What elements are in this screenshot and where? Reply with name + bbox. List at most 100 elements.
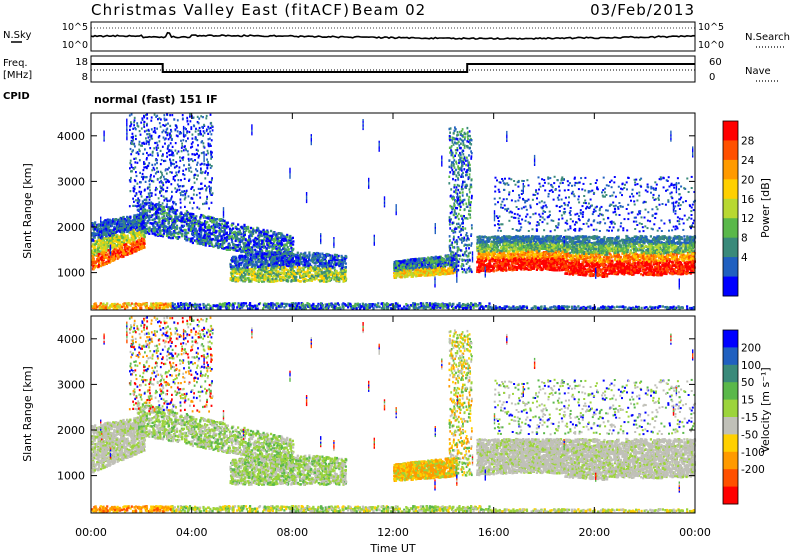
heatmap-cell	[123, 244, 125, 246]
heatmap-cell	[376, 306, 378, 308]
heatmap-cell	[264, 304, 266, 306]
heatmap-cell	[412, 302, 414, 304]
heatmap-cell	[277, 302, 279, 304]
heatmap-cell	[159, 307, 161, 309]
heatmap-cell	[609, 306, 611, 308]
heatmap-cell	[373, 307, 375, 309]
heatmap-cell	[122, 253, 124, 255]
heatmap-cell	[467, 303, 469, 305]
heatmap-cell	[397, 307, 399, 309]
heatmap-cell	[691, 307, 693, 309]
heatmap-cell	[420, 302, 422, 304]
heatmap-cell	[142, 245, 144, 247]
heatmap-cell	[92, 239, 94, 241]
heatmap-cell	[124, 226, 126, 228]
heatmap-cell	[667, 307, 669, 309]
heatmap-cell	[499, 306, 501, 308]
heatmap-cell	[281, 303, 283, 305]
heatmap-cell	[435, 306, 437, 308]
heatmap-cell	[93, 306, 95, 308]
heatmap-cell	[120, 248, 122, 250]
noise-right-tick-bottom: 10^0	[698, 40, 724, 51]
heatmap-cell	[108, 260, 110, 262]
heatmap-cell	[102, 307, 104, 309]
heatmap-cell	[295, 302, 297, 304]
noise-left-tick-bottom: 10^0	[62, 40, 88, 51]
heatmap-cell	[131, 243, 133, 245]
heatmap-cell	[114, 306, 116, 308]
heatmap-cell	[664, 306, 666, 308]
heatmap-cell	[92, 243, 94, 245]
station-title: Christmas Valley East (fitACF)	[91, 1, 350, 19]
heatmap-cell	[420, 305, 422, 307]
heatmap-cell	[128, 229, 130, 231]
heatmap-cell	[94, 250, 96, 252]
heatmap-cell	[168, 304, 170, 306]
heatmap-cell	[472, 304, 474, 306]
heatmap-cell	[641, 307, 643, 309]
heatmap-cell	[270, 304, 272, 306]
heatmap-cell	[125, 302, 127, 304]
freq-label-1: Freq.	[3, 58, 28, 69]
heatmap-cell	[316, 307, 318, 309]
heatmap-cell	[226, 232, 228, 234]
heatmap-cell	[387, 307, 389, 309]
heatmap-cell	[589, 306, 591, 308]
heatmap-cell	[255, 307, 257, 309]
heatmap-cell	[146, 307, 148, 309]
heatmap-cell	[566, 307, 568, 309]
heatmap-cell	[103, 234, 105, 236]
heatmap-cell	[177, 303, 179, 305]
heatmap-cell	[111, 236, 113, 238]
freq-label-2: [MHz]	[3, 70, 32, 81]
heatmap-cell	[127, 235, 129, 237]
heatmap-cell	[352, 305, 354, 307]
heatmap-cell	[459, 306, 461, 308]
heatmap-cell	[121, 229, 123, 231]
heatmap-cell	[356, 307, 358, 309]
cpid-text: normal (fast) 151 IF	[94, 93, 218, 106]
heatmap-cell	[462, 307, 464, 309]
heatmap-cell	[554, 306, 556, 308]
heatmap-cell	[108, 249, 110, 251]
heatmap-cell	[245, 302, 247, 304]
heatmap-cell	[452, 303, 454, 305]
heatmap-cell	[163, 303, 165, 305]
heatmap-cell	[126, 225, 128, 227]
heatmap-cell	[205, 305, 207, 307]
heatmap-cell	[98, 265, 100, 267]
heatmap-cell	[304, 304, 306, 306]
heatmap-cell	[109, 219, 111, 221]
heatmap-cell	[226, 303, 228, 305]
heatmap-cell	[135, 249, 137, 251]
heatmap-cell	[109, 223, 111, 225]
heatmap-cell	[434, 302, 436, 304]
heatmap-cell	[182, 303, 184, 305]
heatmap-cell	[475, 305, 477, 307]
heatmap-cell	[423, 305, 425, 307]
freq-right-tick-bottom: 0	[709, 72, 715, 83]
heatmap-cell	[120, 223, 122, 225]
heatmap-cell	[347, 306, 349, 308]
heatmap-cell	[369, 305, 371, 307]
heatmap-cell	[383, 307, 385, 309]
heatmap-cell	[114, 223, 116, 225]
heatmap-cell	[417, 303, 419, 305]
heatmap-cell	[114, 257, 116, 259]
heatmap-cell	[141, 304, 143, 306]
heatmap-cell	[102, 240, 104, 242]
heatmap-cell	[97, 249, 99, 251]
heatmap-cell	[320, 302, 322, 304]
heatmap-cell	[418, 306, 420, 308]
heatmap-cell	[549, 307, 551, 309]
heatmap-cell	[118, 221, 120, 223]
heatmap-cell	[98, 239, 100, 241]
heatmap-cell	[299, 306, 301, 308]
heatmap-cell	[127, 304, 129, 306]
heatmap-cell	[105, 241, 107, 243]
heatmap-cell	[249, 307, 251, 309]
heatmap-cell	[121, 243, 123, 245]
heatmap-cell	[249, 302, 251, 304]
heatmap-cell	[501, 307, 503, 309]
heatmap-cell	[94, 243, 96, 245]
